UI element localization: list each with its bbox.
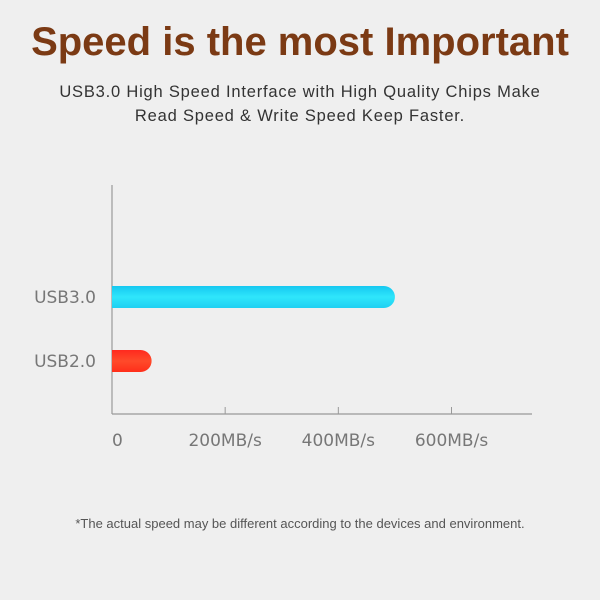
- subtitle: USB3.0 High Speed Interface with High Qu…: [0, 80, 600, 128]
- page-title: Speed is the most Important: [31, 20, 569, 64]
- page-title-wrap: Speed is the most Important: [0, 18, 600, 66]
- category-label: USB3.0: [34, 288, 96, 308]
- bar-usb30: [112, 286, 395, 308]
- subtitle-line-2-text: Read Speed & Write Speed Keep Faster.: [134, 107, 466, 125]
- x-tick-label: 0: [112, 431, 123, 451]
- bar-usb20: [112, 350, 152, 372]
- category-label: USB2.0: [34, 352, 96, 372]
- x-tick-label: 600MB/s: [415, 431, 489, 451]
- subtitle-line-1: USB3.0 High Speed Interface with High Qu…: [0, 80, 600, 104]
- footnote: *The actual speed may be different accor…: [75, 516, 525, 531]
- subtitle-line-2: Read Speed & Write Speed Keep Faster.: [0, 104, 600, 128]
- footnote-wrap: *The actual speed may be different accor…: [0, 516, 600, 531]
- x-tick-label: 200MB/s: [188, 431, 262, 451]
- x-tick-label: 400MB/s: [302, 431, 376, 451]
- subtitle-line-1-text: USB3.0 High Speed Interface with High Qu…: [59, 83, 541, 101]
